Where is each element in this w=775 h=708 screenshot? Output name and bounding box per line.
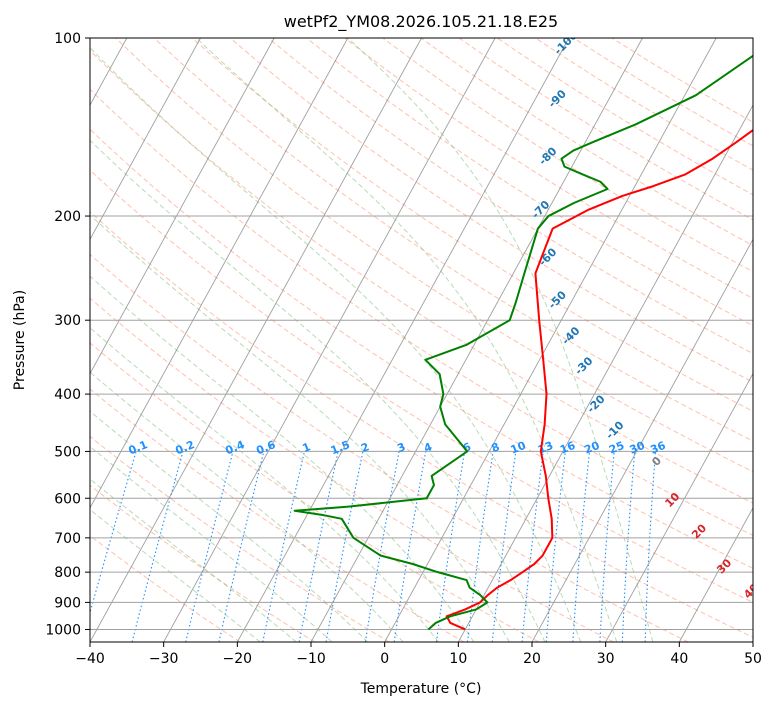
moist-adiabat-label: 40 <box>741 581 761 601</box>
x-tick-label: 50 <box>744 651 762 667</box>
isotherm-line <box>90 38 275 375</box>
x-tick-label: −40 <box>75 651 105 667</box>
moist-adiabat-line <box>90 46 582 642</box>
dry-adiabat-line <box>268 38 753 355</box>
mixing-ratio-line <box>185 451 234 642</box>
y-tick-label: 500 <box>54 444 81 460</box>
y-tick-label: 700 <box>54 531 81 547</box>
mixing-ratio-label: 20 <box>582 439 601 457</box>
mixing-ratio-line <box>491 451 517 642</box>
mixing-ratio-line <box>545 451 566 642</box>
moist-adiabat-line <box>90 445 333 642</box>
isotherm-line <box>384 38 717 642</box>
x-tick-label: −20 <box>223 651 253 667</box>
isobars <box>90 38 753 630</box>
dry-adiabat-line <box>115 38 753 473</box>
mixing-ratio-label: 36 <box>648 439 667 457</box>
moist-adiabat-line <box>90 371 404 642</box>
dry-adiabat-line <box>90 169 753 603</box>
x-tick-label: 20 <box>523 651 541 667</box>
moist-adiabat-line <box>90 478 297 642</box>
dry-adiabat-line <box>90 253 689 642</box>
profile-series <box>293 54 753 631</box>
dewpoint-profile-line <box>293 54 753 631</box>
isotherms <box>90 38 753 642</box>
dry-adiabat-line <box>344 38 753 299</box>
moist-adiabat-line <box>90 327 439 642</box>
y-axis-ticks: 1000 900 800 700 600 500 400 300 200 100 <box>45 31 90 638</box>
plot-frame <box>89 37 754 643</box>
dry-adiabat-line <box>90 435 390 642</box>
y-tick-label: 900 <box>54 595 81 611</box>
dry-adiabat-line <box>90 388 465 642</box>
mixing-ratio-label: 30 <box>628 439 647 457</box>
moist-adiabat-line <box>90 275 475 642</box>
isotherm-line <box>90 38 201 241</box>
x-axis-ticks: −40 −30 −20 −10 0 10 20 30 40 50 <box>75 642 762 667</box>
isotherm-line <box>531 238 753 642</box>
y-tick-label: 300 <box>54 313 81 329</box>
mixing-ratio-label: 10 <box>509 439 528 457</box>
y-axis-label: Pressure (hPa) <box>12 290 28 390</box>
y-tick-label: 100 <box>54 31 81 47</box>
isotherm-line <box>90 38 349 509</box>
isotherm-line <box>605 372 753 642</box>
x-tick-label: 10 <box>449 651 467 667</box>
x-tick-label: 0 <box>380 651 389 667</box>
dry-adiabat-line <box>90 342 540 642</box>
dry-adiabat-line <box>90 535 241 642</box>
dry-adiabat-line <box>90 297 614 642</box>
x-axis-label: Temperature (°C) <box>360 681 482 697</box>
y-tick-label: 600 <box>54 491 81 507</box>
x-tick-label: 40 <box>670 651 688 667</box>
y-tick-label: 200 <box>54 209 81 225</box>
x-tick-label: −10 <box>296 651 326 667</box>
moist-adiabat-line <box>90 509 261 642</box>
isotherm-line <box>457 104 753 642</box>
isotherm-line <box>90 38 422 642</box>
x-tick-label: 30 <box>597 651 615 667</box>
y-tick-label: 800 <box>54 565 81 581</box>
mixing-ratio-label: 16 <box>558 439 577 457</box>
mixing-ratio-line <box>466 451 494 642</box>
temperature-profile-line <box>445 128 753 631</box>
mixing-ratio-line <box>435 451 466 642</box>
dry-adiabat-line <box>229 38 753 383</box>
isotherm-line <box>236 38 570 642</box>
isotherm-line <box>678 506 753 642</box>
dry-adiabat-line <box>90 128 753 569</box>
dry-adiabat-line <box>90 88 753 536</box>
isotherm-line <box>163 38 496 642</box>
moist-adiabat-line <box>195 38 618 642</box>
chart-title: wetPf2_YM08.2026.105.21.18.E25 <box>284 12 558 32</box>
mixing-ratio-line <box>90 451 137 615</box>
dry-adiabats <box>90 38 753 642</box>
y-tick-label: 1000 <box>45 622 81 638</box>
mixing-ratio-label: 3 <box>395 440 407 455</box>
mixing-ratio-label: 8 <box>489 440 501 455</box>
moist-adiabat-line <box>90 139 546 642</box>
y-tick-label: 400 <box>54 387 81 403</box>
dry-adiabat-line <box>306 38 753 327</box>
mixing-ratio-label: 25 <box>607 439 626 457</box>
mixing-ratio-label: 1 <box>301 440 313 455</box>
mixing-ratio-line <box>218 451 265 642</box>
dry-adiabat-line <box>90 49 753 504</box>
x-tick-label: −30 <box>149 651 179 667</box>
mixing-ratio-line <box>393 451 427 642</box>
mixing-ratio-label: 2 <box>359 440 371 455</box>
mixing-ratio-line <box>521 451 544 642</box>
